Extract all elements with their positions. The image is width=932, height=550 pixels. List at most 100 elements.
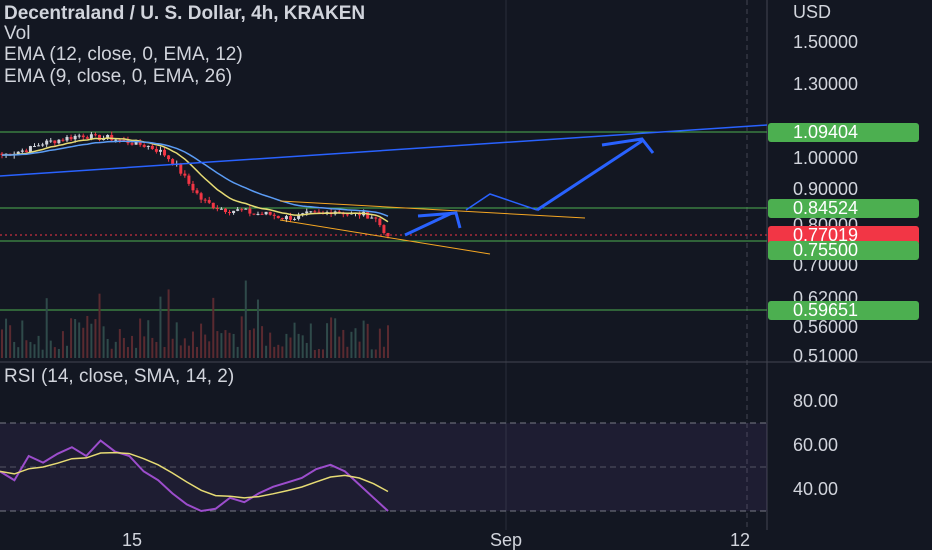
ema-12-line: [1, 137, 389, 223]
volume-bar: [135, 347, 138, 358]
candle-body: [236, 209, 240, 211]
price-tag-label: 0.77019: [793, 225, 858, 245]
volume-bar: [208, 341, 211, 358]
candle-body: [49, 140, 53, 142]
projection-arrow-2[interactable]: [536, 139, 643, 212]
price-tag: [768, 123, 919, 142]
volume-bar: [281, 346, 284, 358]
volume-bar: [187, 345, 190, 358]
volume-bar: [53, 347, 56, 358]
volume-bar: [252, 328, 255, 358]
candle-body: [203, 199, 207, 201]
price-tick: 0.56000: [793, 317, 858, 337]
volume-bar: [126, 347, 129, 358]
candle-body: [252, 213, 256, 215]
ascending-trendline[interactable]: [0, 124, 768, 177]
volume-bar: [13, 341, 16, 358]
ema-26-legend[interactable]: EMA (9, close, 0, EMA, 26): [4, 66, 233, 87]
candles: [0, 131, 390, 239]
rsi-legend[interactable]: RSI (14, close, SMA, 14, 2): [4, 366, 235, 387]
candle-body: [183, 173, 187, 176]
candle-body: [370, 217, 374, 219]
volume-bar: [378, 328, 381, 358]
projection-arrow-1[interactable]: [404, 211, 453, 237]
volume-bar: [297, 333, 300, 358]
volume-bar: [17, 347, 20, 358]
volume-bar: [317, 348, 320, 358]
volume-bar: [151, 337, 154, 358]
wedge-lower-line[interactable]: [279, 219, 491, 255]
vol-legend[interactable]: Vol: [4, 23, 31, 44]
volume-bar: [61, 331, 64, 358]
candle-body: [171, 159, 175, 165]
currency-label: USD: [793, 2, 831, 22]
candle-body: [16, 151, 20, 154]
candle-body: [53, 140, 57, 144]
rsi-line: [0, 439, 389, 513]
candle-body: [264, 211, 268, 215]
candle-body: [256, 213, 260, 215]
wedge-upper-line[interactable]: [279, 200, 586, 219]
candle-body: [305, 211, 309, 214]
candle-body: [122, 139, 126, 141]
volume-bar: [106, 338, 109, 358]
volume-bar: [98, 293, 101, 358]
volume-bar: [163, 346, 166, 358]
projection-path[interactable]: [465, 193, 538, 211]
candle-body: [106, 134, 110, 139]
price-tag: [768, 226, 919, 245]
candle-body: [81, 135, 85, 138]
candle-body: [110, 134, 114, 141]
volume-bar: [114, 341, 117, 358]
volume-bar: [350, 331, 353, 358]
time-axis[interactable]: 15 Sep 12: [122, 530, 750, 550]
candle-body: [37, 145, 41, 147]
candle-body: [138, 140, 142, 145]
volume-bar: [309, 323, 312, 358]
volume-bar: [78, 322, 81, 358]
horizontal-levels[interactable]: [0, 131, 767, 311]
candle-body: [130, 143, 134, 145]
volume-bar: [326, 323, 329, 358]
volume-bar: [191, 331, 194, 358]
ema-12-legend[interactable]: EMA (12, close, 0, EMA, 12): [4, 44, 243, 65]
volume-bar: [240, 316, 243, 358]
price-tag-label: 0.84524: [793, 198, 858, 218]
volume-bar: [224, 330, 227, 358]
volume-bar: [25, 340, 28, 358]
candle-body: [89, 134, 93, 139]
volume-bar: [1, 329, 3, 358]
volume-bar: [285, 333, 288, 358]
price-tag: [768, 301, 919, 320]
candle-body: [228, 212, 232, 214]
candle-body: [142, 144, 146, 147]
candle-body: [77, 135, 81, 137]
rsi-axis: 80.00 60.00 40.00: [793, 391, 838, 499]
volume-bar: [269, 332, 272, 358]
candle-body: [313, 211, 317, 213]
candle-body: [378, 218, 382, 226]
rsi-tick: 80.00: [793, 391, 838, 411]
candle-body: [118, 139, 122, 141]
candle-body: [309, 211, 313, 213]
volume-bar: [362, 320, 365, 358]
volume-bar: [277, 344, 280, 358]
volume-bar: [9, 325, 12, 358]
candle-body: [374, 217, 378, 219]
volume-bar: [179, 345, 182, 358]
candle-body: [280, 218, 284, 220]
volume-bar: [330, 317, 333, 358]
volume-bar: [346, 346, 349, 358]
candle-body: [179, 163, 183, 174]
volume-bar: [86, 315, 89, 358]
candle-body: [293, 218, 297, 220]
volume-bar: [102, 326, 105, 358]
candle-body: [98, 134, 102, 140]
volume-bar: [74, 318, 77, 358]
price-tag: [768, 199, 919, 218]
candle-body: [276, 215, 280, 219]
volume-bar: [139, 318, 142, 358]
candle-body: [41, 144, 45, 146]
